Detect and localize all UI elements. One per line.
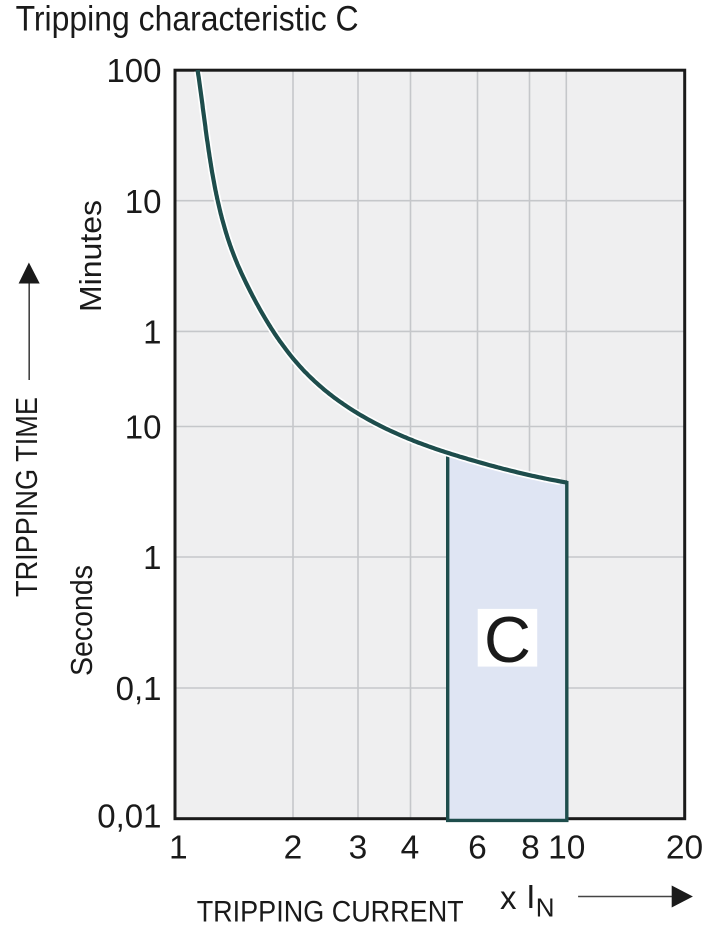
- svg-text:1: 1: [169, 830, 188, 867]
- svg-text:Minutes: Minutes: [73, 200, 108, 312]
- svg-text:2: 2: [284, 830, 303, 867]
- svg-text:10: 10: [125, 183, 162, 220]
- svg-text:C: C: [484, 603, 531, 676]
- svg-text:8: 8: [521, 830, 540, 867]
- svg-text:10: 10: [125, 409, 162, 446]
- svg-text:100: 100: [106, 52, 161, 89]
- svg-text:3: 3: [349, 830, 368, 867]
- svg-text:0,1: 0,1: [116, 670, 162, 707]
- svg-text:TRIPPING TIME: TRIPPING TIME: [9, 397, 44, 597]
- svg-text:1: 1: [143, 539, 161, 576]
- svg-text:20: 20: [666, 830, 703, 867]
- svg-text:4: 4: [401, 830, 420, 867]
- svg-text:N: N: [536, 893, 555, 923]
- svg-text:0,01: 0,01: [97, 798, 161, 835]
- svg-text:Tripping characteristic C: Tripping characteristic C: [16, 0, 359, 39]
- svg-text:Seconds: Seconds: [64, 565, 99, 676]
- svg-text:x: x: [500, 879, 517, 916]
- svg-text:1: 1: [143, 314, 161, 351]
- svg-text:I: I: [526, 878, 535, 915]
- svg-text:10: 10: [548, 830, 585, 867]
- svg-text:6: 6: [468, 830, 487, 867]
- svg-text:TRIPPING CURRENT: TRIPPING CURRENT: [197, 896, 464, 928]
